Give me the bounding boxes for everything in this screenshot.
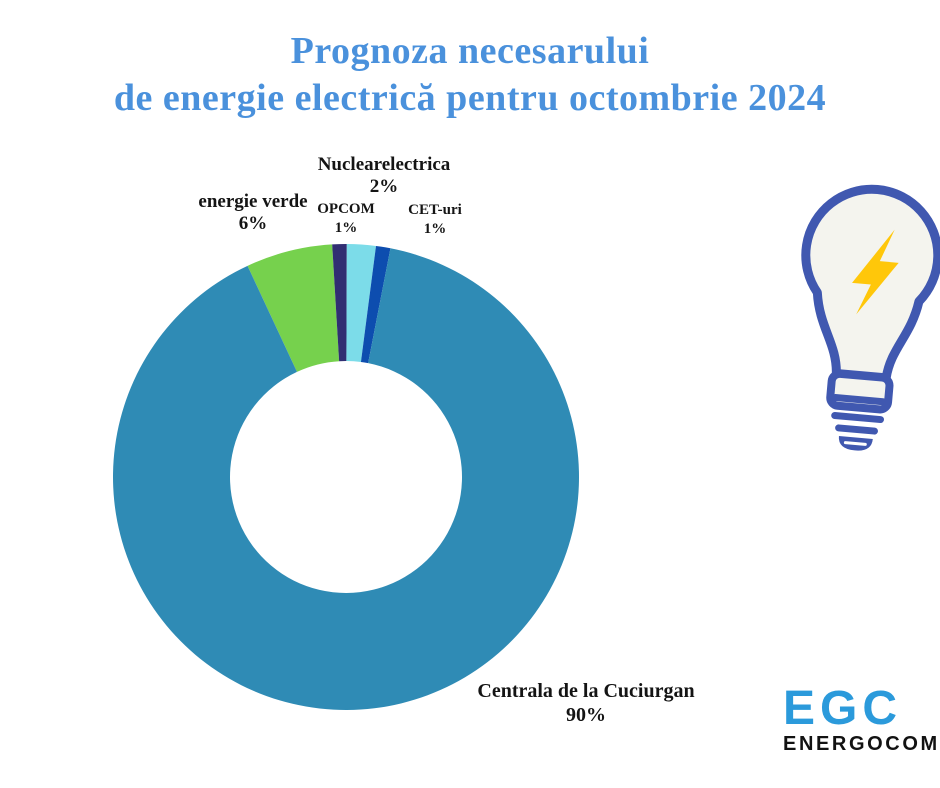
slice-percent: 1%	[423, 221, 447, 237]
donut-slice-opcom	[332, 243, 347, 362]
slice-label-centrala-cuciurgan: Centrala de la Cuciurgan 90%	[456, 679, 716, 727]
bulb-thread-2	[835, 424, 878, 435]
slice-name: Centrala de la Cuciurgan	[477, 680, 695, 702]
slice-percent: 1%	[334, 220, 358, 236]
slice-name: energie verde	[198, 191, 308, 212]
slice-name: OPCOM	[317, 201, 375, 217]
page-title-line2: de energie electrică pentru octombrie 20…	[113, 77, 827, 119]
slice-label-opcom: OPCOM 1%	[301, 200, 391, 238]
page-title: Prognoza necesarului de energie electric…	[0, 28, 940, 122]
donut-slice-centrala-de-la-cuciurgan	[113, 248, 580, 710]
slice-percent: 2%	[369, 176, 399, 197]
company-logo: EGC ENERGOCOM	[783, 682, 940, 756]
bulb-collar-band	[831, 394, 887, 406]
donut-chart	[113, 243, 580, 710]
slice-label-energie-verde: energie verde 6%	[173, 191, 333, 235]
bulb-thread-1	[831, 412, 885, 424]
slice-label-cet-uri: CET-uri 1%	[390, 201, 480, 239]
donut-slice-cet-uri	[360, 245, 391, 364]
page-title-line1: Prognoza necesarului	[290, 30, 650, 72]
lightning-bolt-icon	[852, 229, 899, 315]
slice-percent: 90%	[566, 704, 606, 726]
bulb-tip-slot	[843, 441, 867, 446]
slice-name: Nuclearelectrica	[317, 154, 451, 175]
donut-slice-nuclearelectrica	[346, 244, 377, 362]
lightbulb-icon	[801, 184, 940, 451]
slice-name: CET-uri	[408, 202, 462, 218]
logo-acronym: EGC	[783, 682, 903, 735]
slice-percent: 6%	[238, 213, 268, 234]
donut-slice-energie-verde	[247, 244, 340, 372]
logo-name: ENERGOCOM	[783, 733, 940, 755]
slice-label-nuclearelectrica: Nuclearelectrica 2%	[294, 154, 474, 198]
